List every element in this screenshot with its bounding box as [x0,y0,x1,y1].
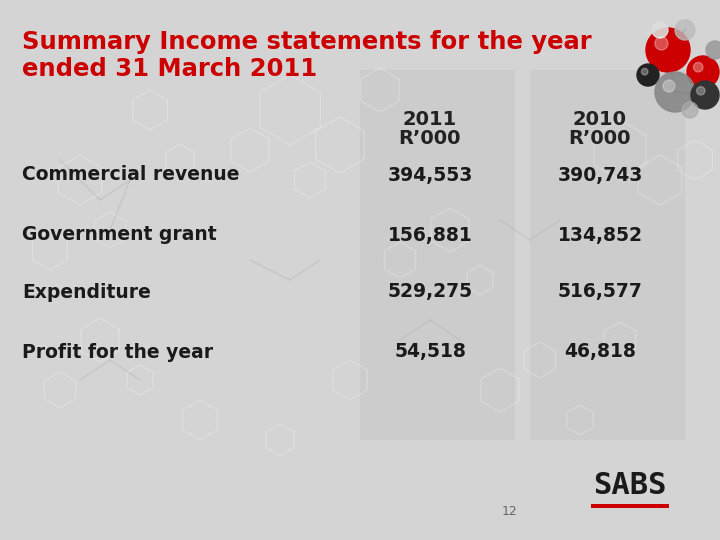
Circle shape [693,63,703,72]
Text: Expenditure: Expenditure [22,282,151,301]
Text: 54,518: 54,518 [394,342,466,361]
Circle shape [687,56,719,88]
Text: Summary Income statements for the year: Summary Income statements for the year [22,30,592,54]
Text: 156,881: 156,881 [387,226,472,245]
Bar [530,70,685,440]
Text: 394,553: 394,553 [387,165,473,185]
Circle shape [652,22,668,38]
Circle shape [675,20,695,40]
Bar [591,504,669,508]
Text: R’000: R’000 [569,129,631,148]
Text: 2010: 2010 [573,110,627,129]
Circle shape [637,64,659,86]
Text: R’000: R’000 [399,129,462,148]
Circle shape [691,81,719,109]
Text: 134,852: 134,852 [557,226,642,245]
Circle shape [642,69,648,75]
Text: 529,275: 529,275 [387,282,472,301]
Text: 46,818: 46,818 [564,342,636,361]
Circle shape [696,86,705,95]
Circle shape [655,72,695,112]
Text: Commercial revenue: Commercial revenue [22,165,240,185]
Circle shape [663,80,675,92]
Text: ended 31 March 2011: ended 31 March 2011 [22,57,317,81]
Circle shape [654,37,668,50]
Text: Government grant: Government grant [22,226,217,245]
Text: 12: 12 [502,505,518,518]
Text: SABS: SABS [593,471,667,500]
Text: 516,577: 516,577 [557,282,642,301]
Text: 390,743: 390,743 [557,165,643,185]
Text: Profit for the year: Profit for the year [22,342,213,361]
Bar [360,70,515,440]
Circle shape [646,28,690,72]
Circle shape [706,41,720,59]
Text: 2011: 2011 [403,110,457,129]
Circle shape [682,102,698,118]
